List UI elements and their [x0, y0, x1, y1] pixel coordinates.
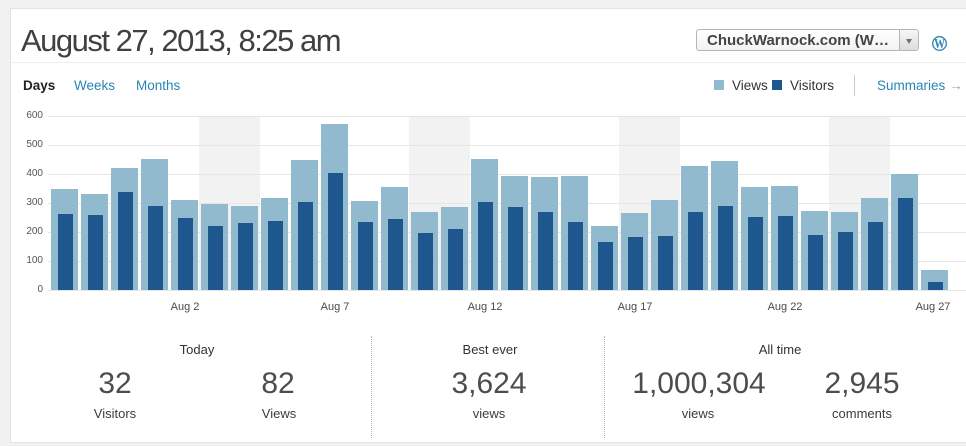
- svg-text:W: W: [934, 37, 945, 52]
